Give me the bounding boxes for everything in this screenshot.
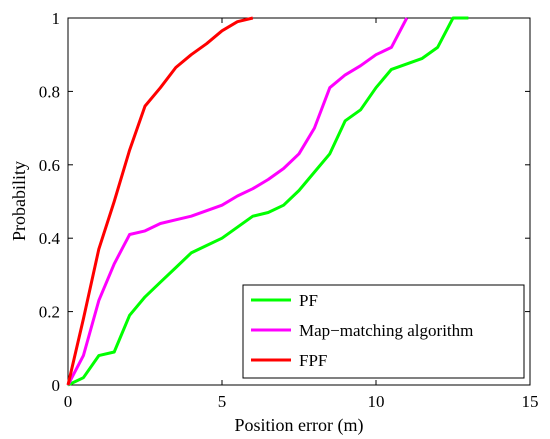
- x-tick-label: 5: [218, 392, 227, 411]
- y-tick-label: 1: [52, 9, 61, 28]
- series-line-map-matching: [66, 17, 409, 386]
- legend: PF Map−matching algorithm FPF: [242, 284, 525, 379]
- x-tick-label: 10: [368, 392, 385, 411]
- series-line-pf: [67, 16, 469, 387]
- y-tick-label: 0.2: [39, 303, 60, 322]
- series-layer: [66, 16, 469, 387]
- y-tick-label: 0.6: [39, 156, 60, 175]
- legend-item-map-matching-label: Map−matching algorithm: [299, 321, 473, 340]
- x-tick-label: 15: [522, 392, 539, 411]
- y-axis-label: Probability: [9, 161, 29, 241]
- y-tick-label: 0.4: [39, 229, 61, 248]
- y-tick-label: 0.8: [39, 82, 60, 101]
- legend-items: PF Map−matching algorithm FPF: [251, 291, 473, 370]
- x-tick-label: 0: [64, 392, 73, 411]
- ticks-layer: 0 5 10 15 0 0.2 0.4 0.6 0.8 1: [39, 9, 539, 411]
- y-tick-label: 0: [52, 376, 61, 395]
- legend-item-fpf-label: FPF: [299, 351, 327, 370]
- legend-item-pf-label: PF: [299, 291, 318, 310]
- series-line-fpf: [66, 16, 254, 386]
- x-axis-label: Position error (m): [235, 415, 364, 436]
